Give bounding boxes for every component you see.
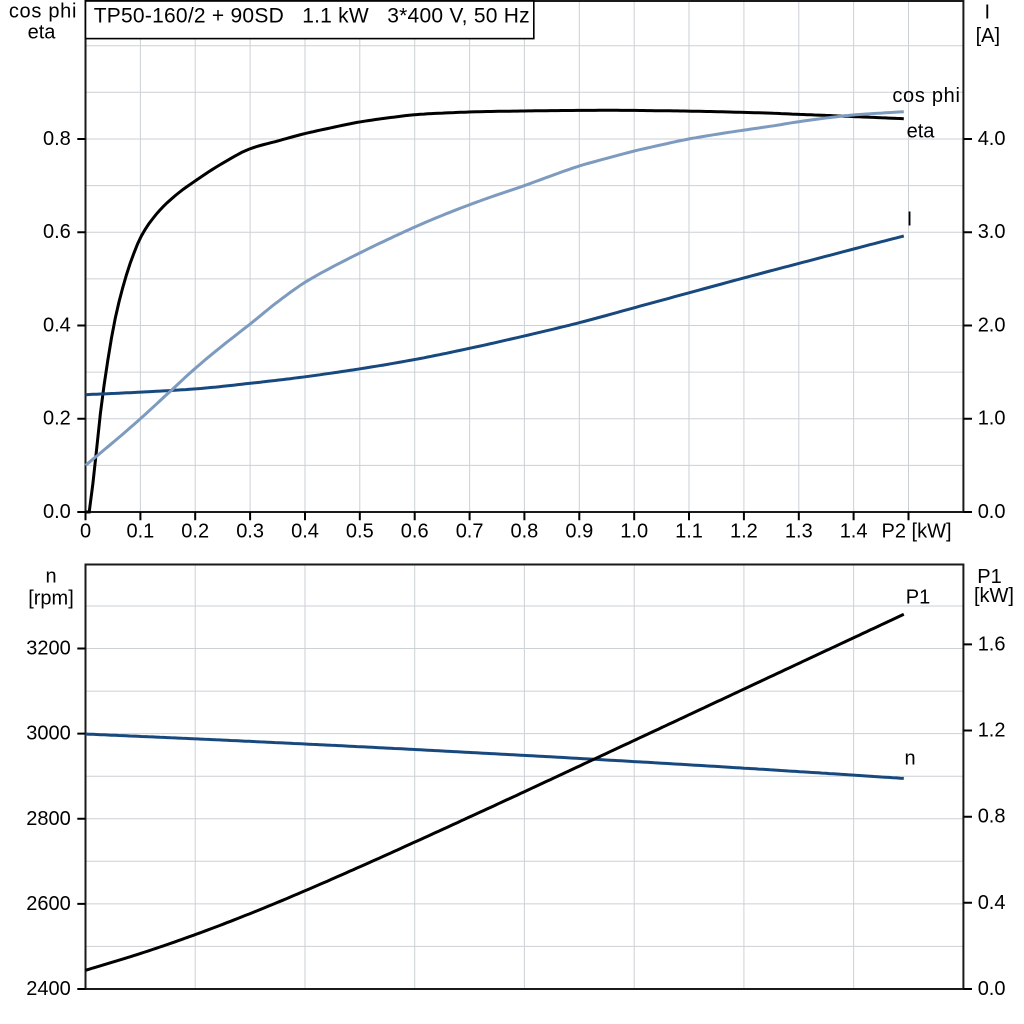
svg-text:0.1: 0.1 (126, 520, 154, 542)
svg-text:1.2: 1.2 (730, 520, 758, 542)
svg-text:3.0: 3.0 (978, 221, 1006, 243)
svg-text:n: n (904, 748, 915, 770)
svg-text:0.0: 0.0 (978, 501, 1006, 523)
svg-text:0.4: 0.4 (291, 520, 319, 542)
svg-text:0.8: 0.8 (43, 128, 71, 150)
svg-text:1.6: 1.6 (978, 633, 1006, 655)
svg-text:2400: 2400 (26, 978, 71, 1000)
svg-text:2600: 2600 (26, 893, 71, 915)
svg-text:4.0: 4.0 (978, 128, 1006, 150)
svg-text:1.0: 1.0 (978, 408, 1006, 430)
svg-text:[A]: [A] (976, 25, 1000, 47)
svg-text:0.0: 0.0 (978, 978, 1006, 1000)
svg-text:n: n (45, 566, 56, 588)
svg-text:1.1: 1.1 (675, 520, 703, 542)
svg-text:cos phi: cos phi (9, 1, 77, 23)
svg-text:[rpm]: [rpm] (28, 587, 74, 609)
svg-text:0.2: 0.2 (181, 520, 209, 542)
svg-text:0.5: 0.5 (346, 520, 374, 542)
svg-text:P1: P1 (906, 587, 930, 609)
svg-text:P2 [kW]: P2 [kW] (882, 520, 952, 542)
svg-text:3200: 3200 (26, 638, 71, 660)
svg-text:0.8: 0.8 (510, 520, 538, 542)
svg-text:eta: eta (907, 121, 936, 143)
svg-text:0.8: 0.8 (978, 806, 1006, 828)
svg-text:P1: P1 (977, 566, 1001, 588)
svg-text:I: I (985, 2, 991, 24)
svg-text:I: I (907, 208, 913, 230)
svg-text:cos phi: cos phi (892, 85, 960, 107)
svg-text:0.6: 0.6 (401, 520, 429, 542)
svg-text:0.3: 0.3 (236, 520, 264, 542)
svg-text:0.7: 0.7 (456, 520, 484, 542)
svg-text:0: 0 (80, 520, 91, 542)
svg-text:0.4: 0.4 (978, 892, 1006, 914)
svg-text:eta: eta (28, 22, 57, 44)
svg-text:1.2: 1.2 (978, 720, 1006, 742)
svg-text:2.0: 2.0 (978, 315, 1006, 337)
svg-text:[kW]: [kW] (974, 585, 1014, 607)
svg-text:2800: 2800 (26, 808, 71, 830)
svg-text:1.3: 1.3 (785, 520, 813, 542)
svg-text:TP50-160/2 + 90SD 1.1 kW 3: TP50-160/2 + 90SD 1.1 kW 3*400 V, 50 Hz (94, 4, 530, 27)
svg-text:1.4: 1.4 (840, 520, 868, 542)
svg-text:1.0: 1.0 (620, 520, 648, 542)
svg-text:0.4: 0.4 (43, 315, 71, 337)
svg-text:0.2: 0.2 (43, 408, 71, 430)
svg-text:0.9: 0.9 (565, 520, 593, 542)
svg-text:0.0: 0.0 (43, 501, 71, 523)
svg-text:3000: 3000 (26, 723, 71, 745)
svg-text:0.6: 0.6 (43, 221, 71, 243)
